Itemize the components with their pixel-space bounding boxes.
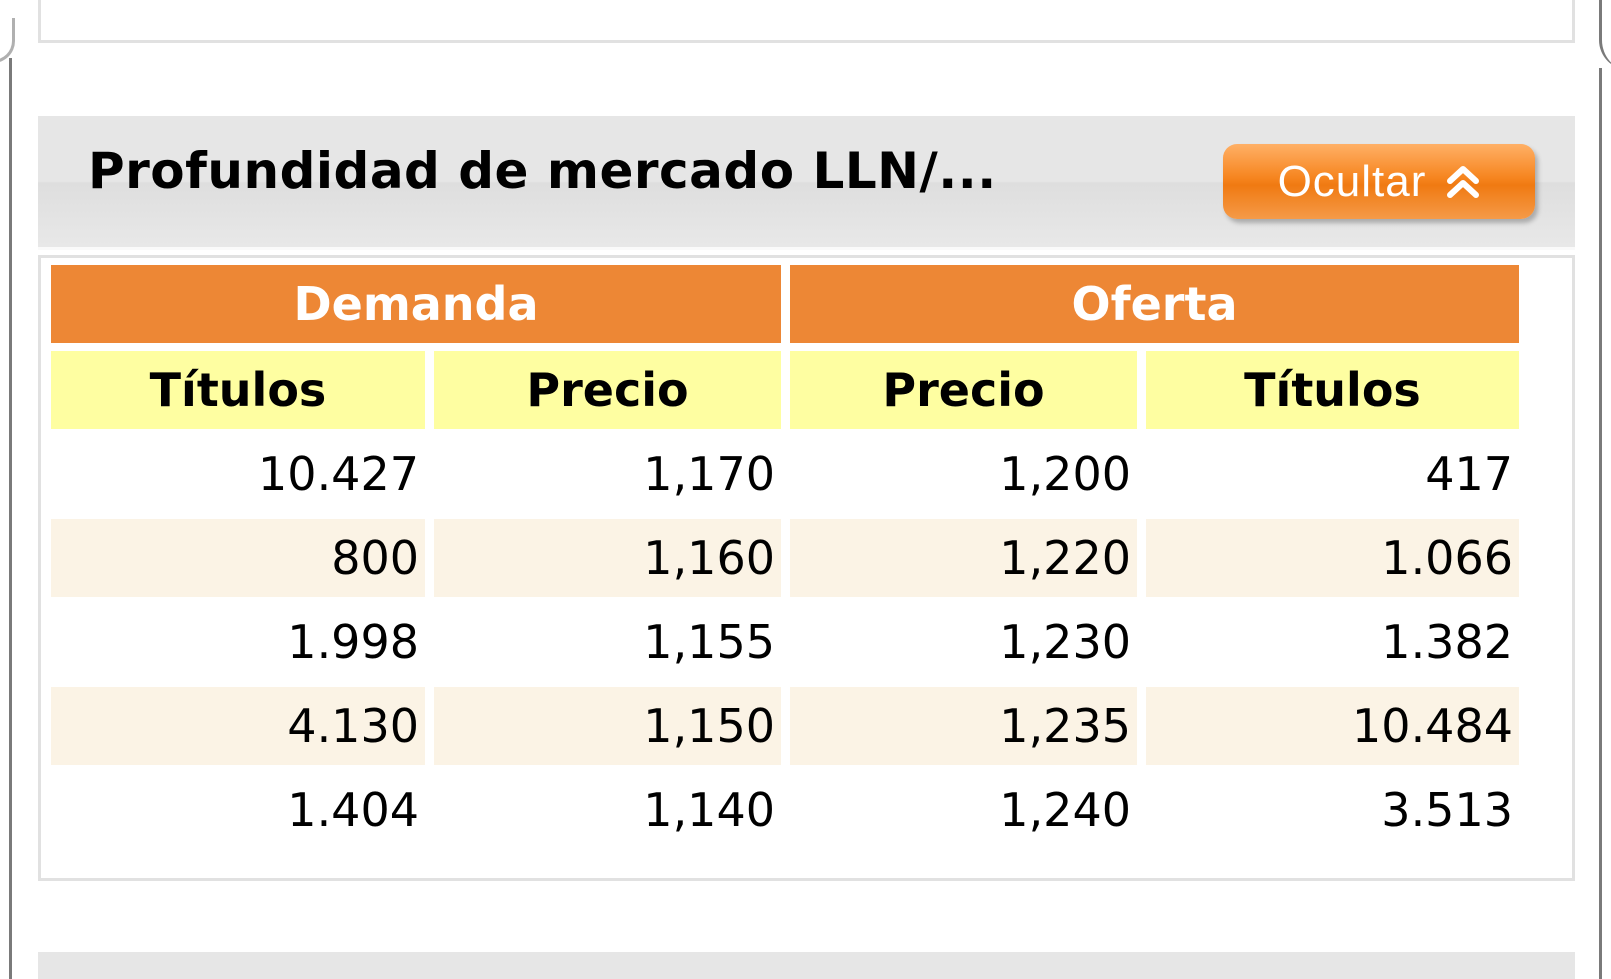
- row-4-demanda-titulos: 4.130: [51, 687, 425, 765]
- row-5-oferta-titulos: 3.513: [1381, 783, 1513, 837]
- hide-button-label: Ocultar: [1277, 156, 1427, 206]
- double-chevron-up-icon: [1446, 164, 1480, 200]
- group-header-oferta: Oferta: [790, 265, 1519, 343]
- left-border-line: [9, 58, 12, 979]
- row-5-demanda-precio: 1,140: [643, 783, 775, 837]
- column-header-oferta-precio: Precio: [790, 351, 1137, 429]
- left-window-border: [0, 0, 15, 979]
- row-4-oferta-precio: 1,235: [790, 687, 1137, 765]
- previous-panel-bottom: [38, 0, 1575, 43]
- column-header-oferta-titulos: Títulos: [1146, 351, 1519, 429]
- row-2-demanda-precio: 1,160: [434, 519, 781, 597]
- row-3-oferta-titulos: 1.382: [1381, 615, 1513, 669]
- row-3-demanda-precio: 1,155: [643, 615, 775, 669]
- row-2-demanda-titulos: 800: [51, 519, 425, 597]
- row-4-demanda-precio: 1,150: [434, 687, 781, 765]
- row-3-demanda-titulos: 1.998: [287, 615, 419, 669]
- row-1-oferta-titulos: 417: [1425, 447, 1513, 501]
- hide-button[interactable]: Ocultar: [1223, 144, 1535, 219]
- row-1-demanda-precio: 1,170: [643, 447, 775, 501]
- row-5-demanda-titulos: 1.404: [287, 783, 419, 837]
- right-border-line: [1599, 68, 1602, 979]
- row-2-oferta-precio: 1,220: [790, 519, 1137, 597]
- next-panel-header: [38, 952, 1575, 979]
- row-1-oferta-precio: 1,200: [999, 447, 1131, 501]
- left-border-corner: [0, 18, 15, 63]
- row-1-demanda-titulos: 10.427: [258, 447, 419, 501]
- row-3-oferta-precio: 1,230: [999, 615, 1131, 669]
- group-header-demanda: Demanda: [51, 265, 781, 343]
- row-5-oferta-precio: 1,240: [999, 783, 1131, 837]
- right-border-corner: [1599, 0, 1611, 70]
- market-depth-table: Demanda Oferta Títulos Precio Precio Tít…: [38, 255, 1575, 881]
- column-header-demanda-titulos: Títulos: [51, 351, 425, 429]
- right-window-border: [1599, 0, 1611, 979]
- column-header-demanda-precio: Precio: [434, 351, 781, 429]
- row-2-oferta-titulos: 1.066: [1146, 519, 1519, 597]
- panel-header: Profundidad de mercado LLN/... Ocultar: [38, 116, 1575, 250]
- panel-title: Profundidad de mercado LLN/...: [88, 142, 997, 200]
- row-4-oferta-titulos: 10.484: [1146, 687, 1519, 765]
